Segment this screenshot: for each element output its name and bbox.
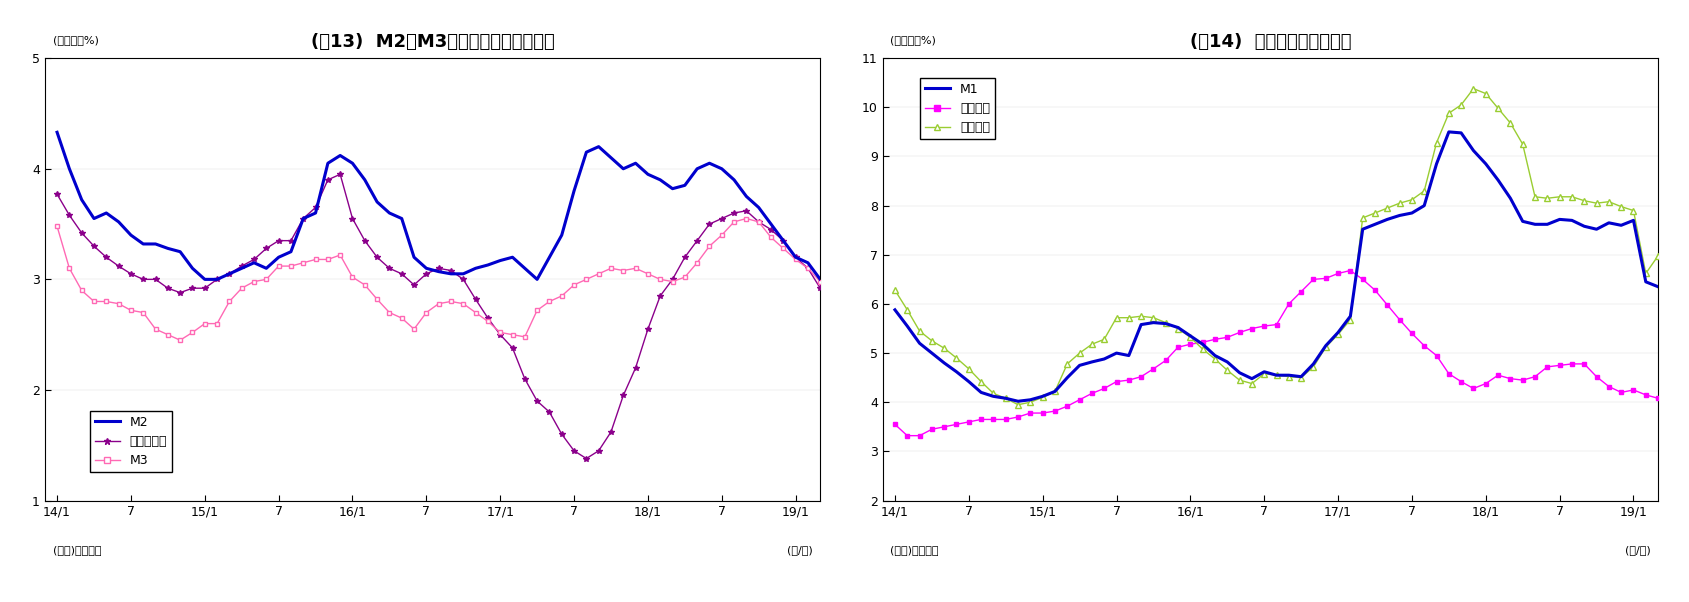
Title: (図13)  M2、M3、広義流動性の伸び率: (図13) M2、M3、広義流動性の伸び率 [311,33,554,51]
Text: (年/月): (年/月) [1623,545,1650,555]
Text: (年/月): (年/月) [787,545,812,555]
Text: (資料)日本銀行: (資料)日本銀行 [890,545,939,555]
Legend: M2, 広義流動性, M3: M2, 広義流動性, M3 [90,411,172,472]
Text: (前年比、%): (前年比、%) [890,35,936,45]
Legend: M1, 現金通貨, 預金通貨: M1, 現金通貨, 預金通貨 [919,78,995,139]
Text: (資料)日本銀行: (資料)日本銀行 [52,545,101,555]
Title: (図14)  現金・預金の伸び率: (図14) 現金・預金の伸び率 [1189,33,1350,51]
Text: (前年比、%): (前年比、%) [52,35,98,45]
